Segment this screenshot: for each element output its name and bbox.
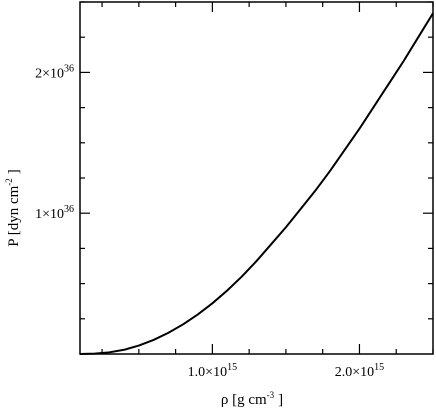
y-axis-label: P [dyn cm-2] xyxy=(4,169,22,247)
y-tick-label: 1×1036 xyxy=(35,204,74,222)
x-axis-label: ρ [g cm-3] xyxy=(221,390,283,408)
x-tick-label: 1.0×1015 xyxy=(188,362,237,380)
series-line xyxy=(79,12,434,355)
axis-ticks xyxy=(80,1,434,354)
tick-labels: 1.0×1015 2.0×1015 1×1036 2×1036 xyxy=(35,63,384,380)
y-axis-label-exponent: -2 xyxy=(4,178,14,186)
y-tick-label: 2×1036 xyxy=(35,63,74,81)
x-axis-label-exponent: -3 xyxy=(267,390,275,400)
plot-frame xyxy=(79,1,434,355)
x-tick-label: 2.0×1015 xyxy=(335,362,384,380)
